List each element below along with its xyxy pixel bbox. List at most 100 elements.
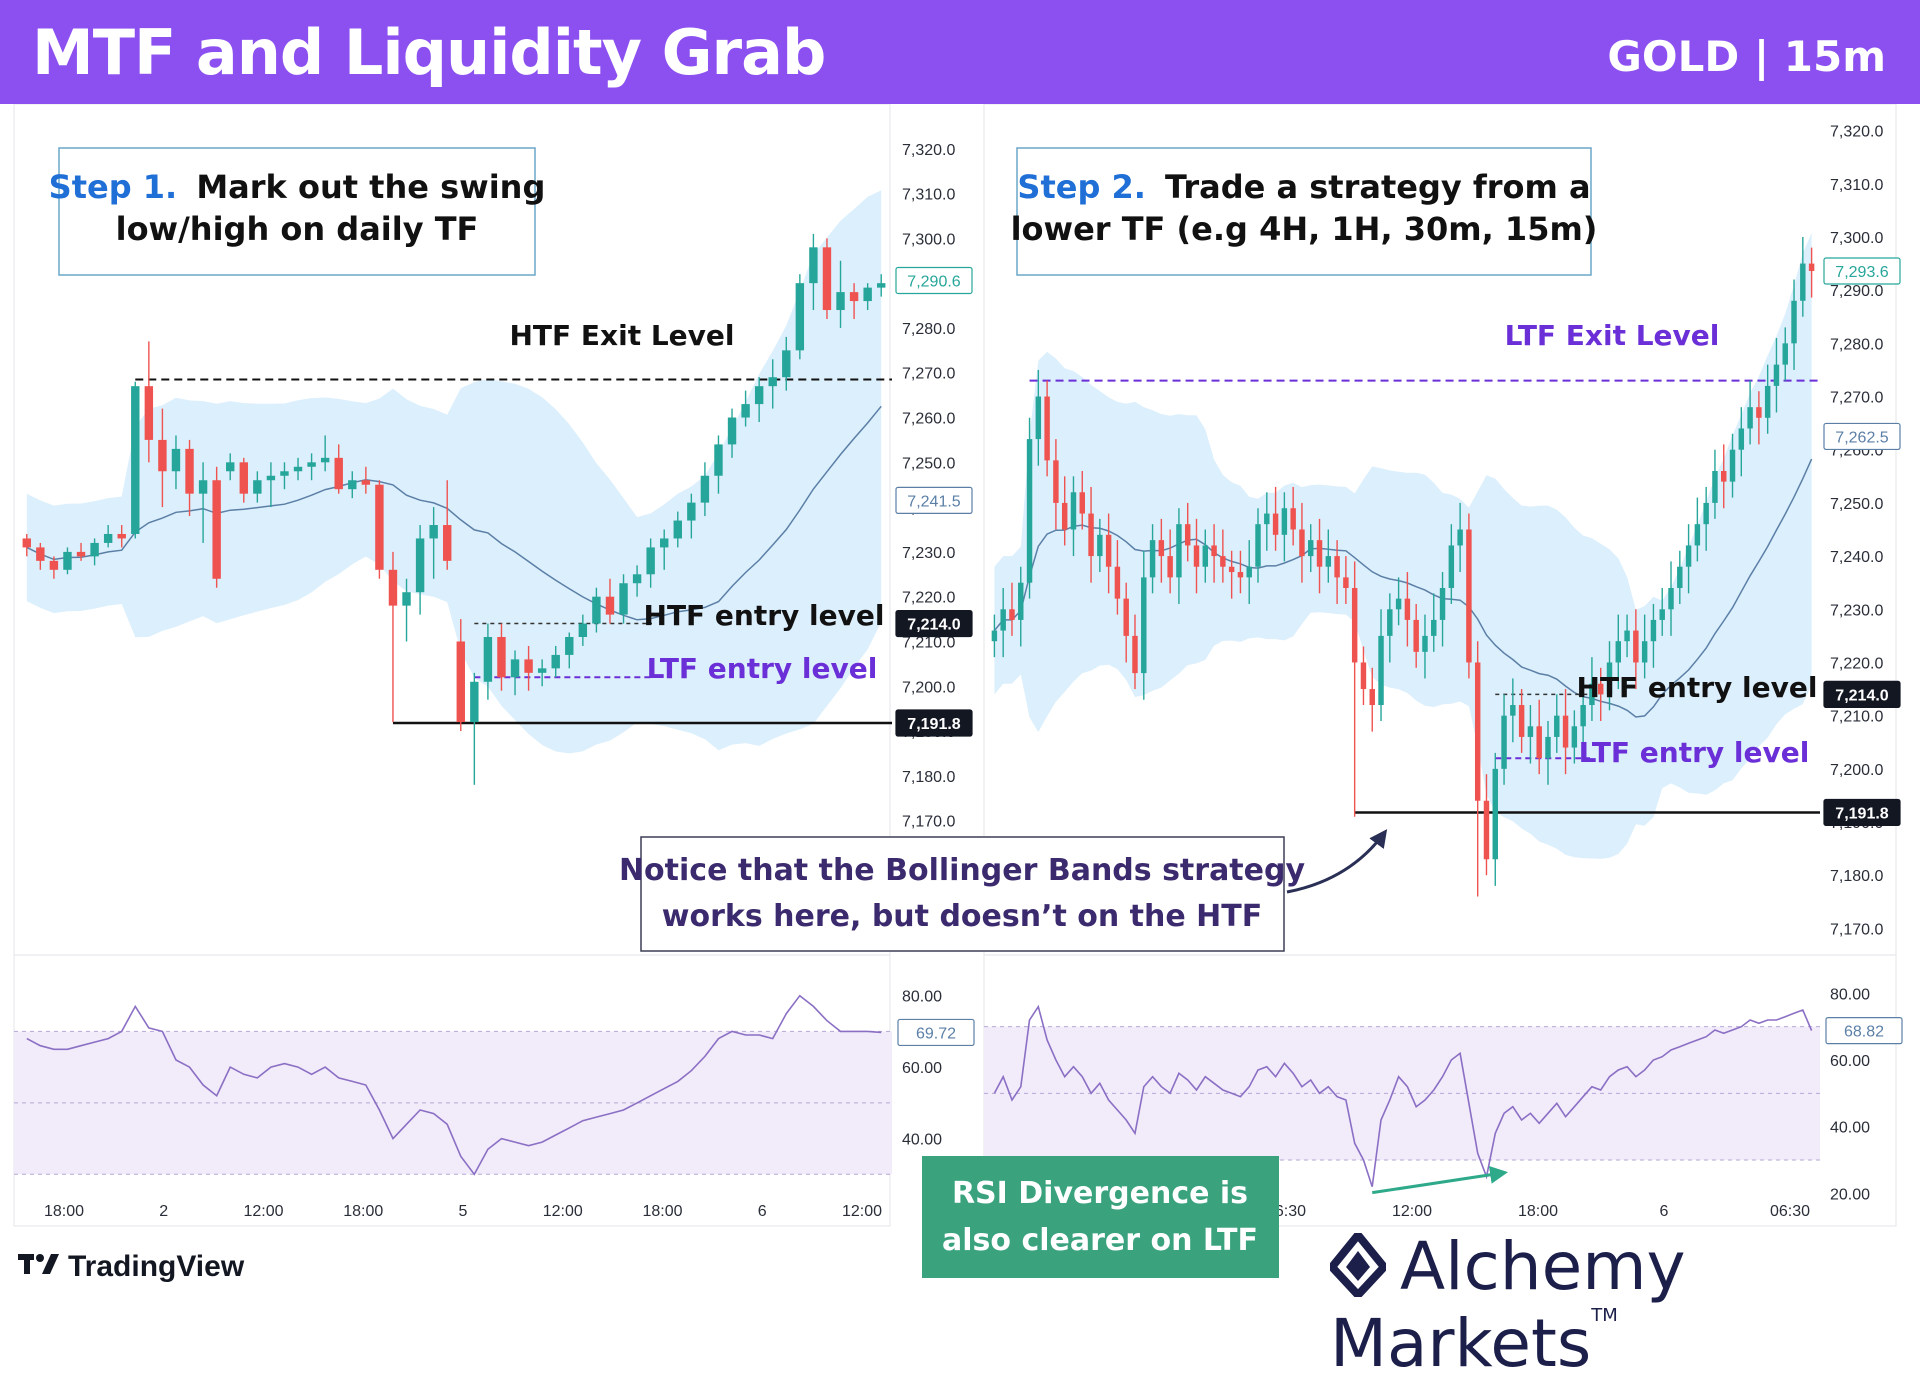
left-candle	[212, 480, 221, 579]
right-candle	[991, 630, 998, 642]
charts-canvas: 7,320.0 7,310.0 7,300.0 7,290.0 7,280.0 7,270…	[13, 104, 1903, 1278]
left-candle	[76, 551, 86, 557]
left-axis-tick: 7,280.0	[902, 321, 955, 338]
left-candle	[565, 636, 574, 655]
left-price-badge: 7,290.6	[907, 273, 960, 290]
left-candle	[185, 448, 194, 494]
step1-box: Step 1. Mark out the swing low/high on d…	[49, 147, 545, 276]
right-candle	[1782, 343, 1788, 365]
right-time-label: 18:00	[1518, 1203, 1558, 1220]
step2-box: Step 2. Trade a strategy from a lower TF…	[1011, 147, 1598, 276]
right-candle	[1650, 619, 1657, 642]
right-rsi-tick: 80.00	[1830, 986, 1870, 1003]
left-candle	[90, 542, 99, 557]
right-candle	[1343, 577, 1349, 589]
right-axis-tick: 7,280.0	[1830, 336, 1883, 353]
left-htf-badge: 7,214.0	[907, 617, 960, 634]
left-basis-badge-bg	[895, 486, 973, 514]
right-candle	[1061, 502, 1068, 530]
step1-num: Step 1.	[49, 168, 178, 206]
left-axis-tick: 7,170.0	[902, 814, 955, 831]
right-candle	[1571, 726, 1578, 748]
left-rsi-pane: 80.00 60.00 40.00 69.72	[14, 989, 975, 1176]
right-candle	[1474, 662, 1481, 801]
right-candle	[1009, 609, 1015, 620]
left-candle	[429, 525, 438, 539]
left-time-label: 12:00	[243, 1203, 283, 1220]
right-candle	[1483, 800, 1490, 860]
right-htf-badge-bg	[1823, 680, 1901, 708]
right-candle	[1738, 428, 1745, 450]
right-axis-tick: 7,200.0	[1830, 762, 1883, 779]
left-candle	[727, 417, 737, 445]
step2-line2: lower TF (e.g 4H, 1H, 30m, 15m)	[1011, 210, 1598, 248]
bollinger-note-line2: works here, but doesn’t on the HTF	[662, 899, 1262, 934]
left-rsi-tick: 40.00	[902, 1132, 942, 1149]
right-candle	[1088, 513, 1094, 557]
left-time-label: 12:00	[842, 1203, 882, 1220]
left-candles	[22, 233, 886, 785]
right-axis-tick: 7,240.0	[1830, 549, 1883, 566]
left-candle	[144, 386, 154, 440]
left-time-label: 18:00	[44, 1203, 84, 1220]
right-candle	[1378, 635, 1384, 706]
left-candle	[483, 636, 493, 682]
right-axis-tick: 7,300.0	[1830, 230, 1883, 247]
right-candle	[1281, 508, 1288, 535]
left-candle	[660, 538, 669, 548]
step2-num: Step 2.	[1017, 168, 1146, 206]
right-candle	[1272, 513, 1279, 535]
header-banner: MTF and Liquidity Grab GOLD | 15m	[0, 0, 1920, 104]
right-candle	[1501, 715, 1507, 769]
right-low-badge: 7,191.8	[1835, 805, 1888, 822]
right-candle	[1808, 263, 1815, 272]
left-candle	[226, 462, 235, 472]
right-rsi-pane: 80.00 60.00 40.00 20.00 68.82	[984, 986, 1903, 1203]
left-candle	[117, 533, 126, 539]
right-axis-tick: 7,170.0	[1830, 921, 1883, 938]
left-candle	[592, 596, 601, 624]
right-candle	[1773, 364, 1780, 386]
right-candle	[1184, 524, 1191, 546]
left-axis-tick: 7,300.0	[902, 231, 955, 248]
right-candle	[1395, 598, 1402, 610]
right-candle	[1290, 508, 1296, 530]
left-candle	[266, 475, 276, 481]
right-candle	[1053, 460, 1059, 503]
left-axis-tick: 7,210.0	[902, 634, 955, 651]
left-candle	[849, 292, 859, 302]
left-rsi-line	[26, 994, 882, 1176]
right-candle	[1466, 529, 1472, 663]
right-candle	[1615, 641, 1622, 663]
rsi-divergence-arrow	[1372, 1165, 1509, 1195]
left-htf-entry-label: HTF entry level	[644, 599, 885, 632]
right-candle	[1035, 396, 1042, 440]
left-axis-tick: 7,220.0	[902, 590, 955, 607]
right-candle	[1439, 588, 1446, 620]
left-htf-badge-bg	[895, 609, 973, 638]
right-candle	[1606, 662, 1613, 695]
right-rsi-tick: 20.00	[1830, 1186, 1870, 1203]
right-candle	[1554, 715, 1560, 737]
right-candle	[1097, 534, 1103, 557]
right-candle	[1431, 619, 1437, 636]
left-candle	[361, 480, 371, 485]
left-candle	[388, 569, 398, 606]
right-axis-tick: 7,310.0	[1830, 177, 1883, 194]
left-time-label: 6	[758, 1203, 767, 1220]
tradingview-logo: TradingView	[18, 1250, 244, 1284]
right-candle	[1220, 556, 1226, 567]
right-candle	[1677, 566, 1683, 589]
right-candle	[1149, 540, 1156, 578]
right-bollinger-band	[993, 232, 1813, 859]
right-price-axis: 7,320.0 7,310.0 7,300.0 7,290.0 7,280.0 7,270…	[1823, 124, 1901, 938]
right-basis-badge-bg	[1823, 422, 1901, 451]
right-candle	[1018, 582, 1024, 620]
right-candle	[1246, 566, 1252, 578]
right-basis-badge: 7,262.5	[1835, 429, 1888, 446]
right-candle	[1729, 449, 1736, 482]
right-candle	[1334, 556, 1340, 578]
right-candle	[1141, 577, 1147, 674]
right-candle	[1457, 529, 1463, 546]
right-candle	[1597, 683, 1604, 695]
